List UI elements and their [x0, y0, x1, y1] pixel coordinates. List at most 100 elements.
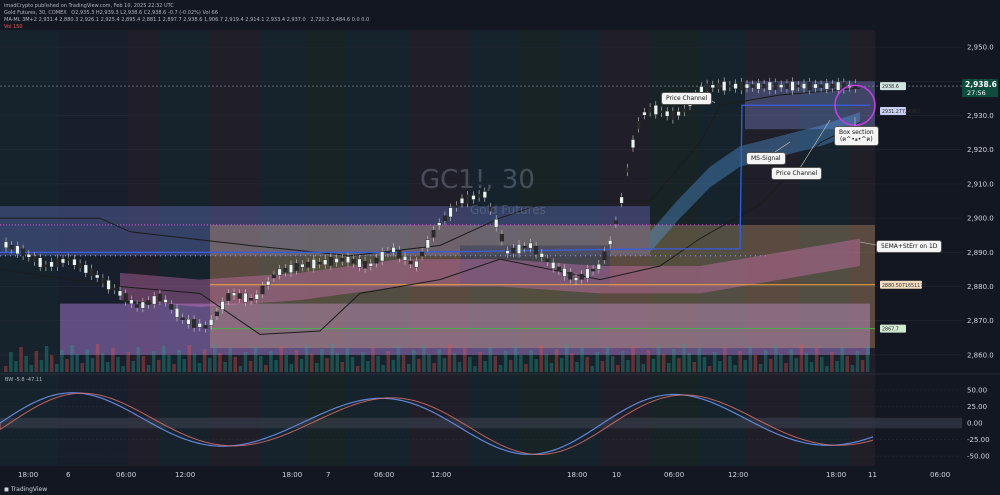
- candle-body: [431, 229, 436, 238]
- volume-bar: [355, 366, 360, 372]
- candle-body: [100, 277, 105, 284]
- footer-bar: [0, 485, 1000, 495]
- volume-bar: [707, 366, 712, 372]
- volume-bar: [253, 347, 258, 372]
- candle-body: [38, 257, 43, 268]
- candle-body: [807, 81, 812, 91]
- volume-bar: [422, 345, 426, 372]
- candle-body: [670, 111, 675, 120]
- volume-bar: [753, 355, 758, 372]
- candle-body: [602, 251, 607, 260]
- volume-bar: [605, 347, 610, 372]
- candle-body: [420, 251, 425, 257]
- label-box-section-title: Box section: [839, 129, 874, 136]
- price-axis-label: 2,890.0: [967, 249, 994, 257]
- volume-bar: [391, 360, 396, 372]
- volume-bar: [468, 357, 472, 372]
- bg-zone-6: [305, 30, 345, 466]
- price-mark-label: 2938.6: [882, 84, 899, 90]
- current-price-tag: [962, 79, 998, 98]
- volume-bar: [24, 356, 28, 372]
- volume-bar: [519, 355, 523, 372]
- volume-bar: [432, 363, 436, 372]
- volume-bar: [197, 363, 202, 372]
- volume-bar: [702, 357, 707, 372]
- volume-bar: [70, 345, 74, 372]
- price-axis-label: 2,900.0: [967, 215, 994, 223]
- label-ms-signal: MS-Signal: [746, 152, 786, 165]
- time-axis-label: 12:00: [175, 471, 195, 479]
- candle-body: [271, 274, 276, 279]
- legend-ma: MA-ML 3M+2 2,931.4 2,880.3 2,926.1 2,925…: [4, 17, 372, 23]
- volume-bar: [208, 358, 212, 372]
- candle-body: [306, 262, 311, 268]
- candle-body: [249, 298, 254, 301]
- volume-bar: [682, 344, 686, 372]
- candle-body: [756, 82, 761, 90]
- candle-body: [727, 84, 732, 88]
- oscillator-neutral-band: [0, 417, 962, 429]
- time-axis-label: 18:00: [826, 471, 846, 479]
- candle-body: [95, 274, 100, 279]
- volume-bar: [182, 359, 186, 372]
- candle-body: [425, 239, 430, 249]
- candle-body: [460, 198, 465, 204]
- volume-bar: [340, 362, 345, 372]
- price-axis-label: 2,950.0: [967, 44, 994, 52]
- candle-body: [294, 263, 299, 271]
- volume-bar: [463, 348, 467, 372]
- volume-bar: [55, 364, 59, 372]
- volume-bar: [667, 363, 671, 372]
- candle-body: [391, 247, 396, 253]
- bg-zone-17: [850, 30, 875, 466]
- volume-bar: [692, 362, 696, 372]
- candle-body: [762, 83, 767, 89]
- sema-cloud: [120, 238, 860, 308]
- volume-bar: [238, 366, 243, 372]
- candle-body: [117, 290, 122, 297]
- candle-body: [3, 241, 8, 248]
- volume-bar: [442, 358, 447, 372]
- volume-bar: [835, 361, 839, 372]
- volume-bar: [748, 346, 753, 372]
- candle-body: [283, 268, 288, 273]
- volume-bar: [80, 363, 84, 372]
- candle-body: [214, 311, 219, 317]
- candle-body: [836, 81, 841, 91]
- volume-bar: [289, 364, 294, 372]
- price-channel-upper: [0, 87, 861, 257]
- candle-body: [539, 253, 544, 258]
- candle-body: [328, 257, 333, 266]
- candle-body: [260, 285, 265, 295]
- volume-bar: [779, 354, 783, 372]
- volume-bar: [213, 344, 217, 372]
- volume-bar: [146, 365, 151, 372]
- volume-bar: [279, 346, 283, 372]
- candle-body: [528, 242, 533, 249]
- candle-body: [15, 245, 20, 255]
- volume-bar: [162, 346, 166, 372]
- volume-bar: [830, 352, 834, 372]
- price-axis-label: 2,920.0: [967, 146, 994, 154]
- tradingview-logo[interactable]: ◼︎ TradingView: [4, 486, 47, 493]
- candle-body: [140, 301, 145, 309]
- volume-bar: [503, 351, 508, 372]
- time-axis-label: 7: [326, 471, 330, 479]
- candle-body: [72, 258, 77, 266]
- time-axis-label: 06:00: [116, 471, 136, 479]
- price-axis-label: 2,910.0: [967, 180, 994, 188]
- volume-bar: [840, 347, 844, 372]
- candle-body: [55, 258, 60, 267]
- candle-body: [608, 240, 613, 245]
- candle-body: [465, 194, 470, 204]
- volume-bar: [177, 350, 181, 372]
- volume-bar: [865, 346, 870, 372]
- candle-body: [448, 207, 453, 218]
- candle-body: [659, 110, 664, 114]
- price-mark-label: 2880.5071651175: [882, 283, 926, 289]
- volume-bar: [299, 359, 304, 372]
- volume-bar: [284, 355, 288, 372]
- volume-bar: [335, 353, 339, 372]
- candle-body: [192, 319, 197, 328]
